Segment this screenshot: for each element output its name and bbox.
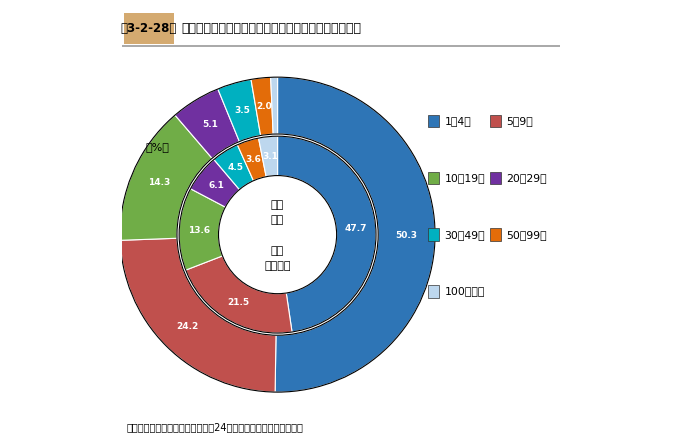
Wedge shape bbox=[271, 77, 278, 134]
Text: 3.6: 3.6 bbox=[246, 155, 262, 164]
Wedge shape bbox=[237, 138, 266, 181]
Text: 外円
東大阪市: 外円 東大阪市 bbox=[265, 246, 291, 271]
Wedge shape bbox=[175, 89, 239, 158]
Wedge shape bbox=[218, 79, 261, 141]
Text: 内円
全国: 内円 全国 bbox=[271, 200, 284, 225]
Text: 従業者数規模別に見た東大阪市の製造業事業所の割合: 従業者数規模別に見た東大阪市の製造業事業所の割合 bbox=[181, 22, 361, 35]
Text: （%）: （%） bbox=[145, 142, 169, 152]
Wedge shape bbox=[186, 256, 292, 333]
Text: 5.1: 5.1 bbox=[203, 120, 218, 129]
Text: 50.3: 50.3 bbox=[396, 231, 417, 240]
Text: 30〜49人: 30〜49人 bbox=[445, 229, 486, 240]
Text: 20〜29人: 20〜29人 bbox=[506, 173, 546, 183]
Text: 47.7: 47.7 bbox=[345, 224, 368, 233]
Bar bbox=[490, 171, 501, 184]
Wedge shape bbox=[251, 77, 273, 136]
Wedge shape bbox=[190, 159, 239, 207]
Text: 3.1: 3.1 bbox=[262, 152, 278, 161]
Text: 10〜19人: 10〜19人 bbox=[445, 173, 486, 183]
Text: 4.5: 4.5 bbox=[228, 163, 243, 172]
Text: 1〜4人: 1〜4人 bbox=[445, 116, 471, 126]
Text: 2.0: 2.0 bbox=[256, 102, 271, 111]
Wedge shape bbox=[179, 189, 225, 270]
Bar bbox=[428, 171, 439, 184]
Bar bbox=[428, 115, 439, 127]
Wedge shape bbox=[275, 77, 435, 392]
Bar bbox=[428, 285, 439, 298]
Text: 13.6: 13.6 bbox=[188, 225, 210, 234]
Text: 21.5: 21.5 bbox=[227, 298, 249, 307]
Wedge shape bbox=[258, 136, 278, 177]
Wedge shape bbox=[120, 115, 212, 240]
Wedge shape bbox=[120, 238, 276, 392]
Text: 24.2: 24.2 bbox=[176, 323, 198, 331]
Text: 14.3: 14.3 bbox=[148, 179, 170, 187]
Bar bbox=[490, 229, 501, 241]
Text: 5〜9人: 5〜9人 bbox=[506, 116, 533, 126]
Wedge shape bbox=[278, 136, 376, 332]
Wedge shape bbox=[214, 145, 254, 190]
Text: 50〜99人: 50〜99人 bbox=[506, 229, 546, 240]
Text: 6.1: 6.1 bbox=[208, 181, 224, 190]
Text: 100人以上: 100人以上 bbox=[445, 287, 485, 296]
Text: 3.5: 3.5 bbox=[234, 106, 250, 115]
FancyBboxPatch shape bbox=[124, 13, 175, 44]
Bar bbox=[428, 229, 439, 241]
Bar bbox=[490, 115, 501, 127]
Text: 資料：総務省・経済産業省「平成24年経済センサスー活動調査」: 資料：総務省・経済産業省「平成24年経済センサスー活動調査」 bbox=[127, 422, 303, 432]
Text: 第3-2-28図: 第3-2-28図 bbox=[121, 22, 177, 35]
FancyBboxPatch shape bbox=[122, 45, 560, 47]
